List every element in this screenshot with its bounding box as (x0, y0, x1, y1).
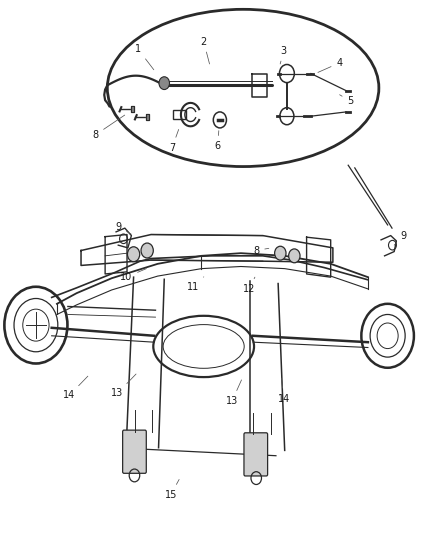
Text: 2: 2 (201, 37, 209, 64)
Text: 13: 13 (226, 380, 241, 406)
Text: 8: 8 (92, 115, 125, 140)
Circle shape (275, 246, 286, 260)
Text: 4: 4 (318, 58, 343, 72)
Text: 8: 8 (253, 246, 269, 255)
Text: 15: 15 (165, 480, 179, 499)
Text: 12: 12 (243, 277, 255, 294)
Polygon shape (131, 106, 134, 112)
Text: 7: 7 (169, 130, 179, 152)
FancyBboxPatch shape (123, 430, 146, 473)
Circle shape (159, 77, 170, 90)
Text: 3: 3 (280, 46, 287, 64)
Text: 13: 13 (111, 374, 136, 398)
Text: 14: 14 (278, 378, 290, 403)
Circle shape (127, 247, 140, 262)
Circle shape (141, 243, 153, 258)
Text: 9: 9 (115, 222, 131, 234)
Text: 9: 9 (394, 231, 406, 245)
Text: 14: 14 (63, 376, 88, 400)
Bar (173, 110, 186, 119)
Circle shape (289, 249, 300, 263)
Text: 1: 1 (135, 44, 154, 70)
Text: 6: 6 (215, 131, 221, 151)
Polygon shape (146, 114, 149, 120)
Text: 10: 10 (120, 269, 146, 282)
Text: 11: 11 (187, 277, 204, 292)
Text: 5: 5 (339, 95, 353, 106)
FancyBboxPatch shape (244, 433, 268, 476)
